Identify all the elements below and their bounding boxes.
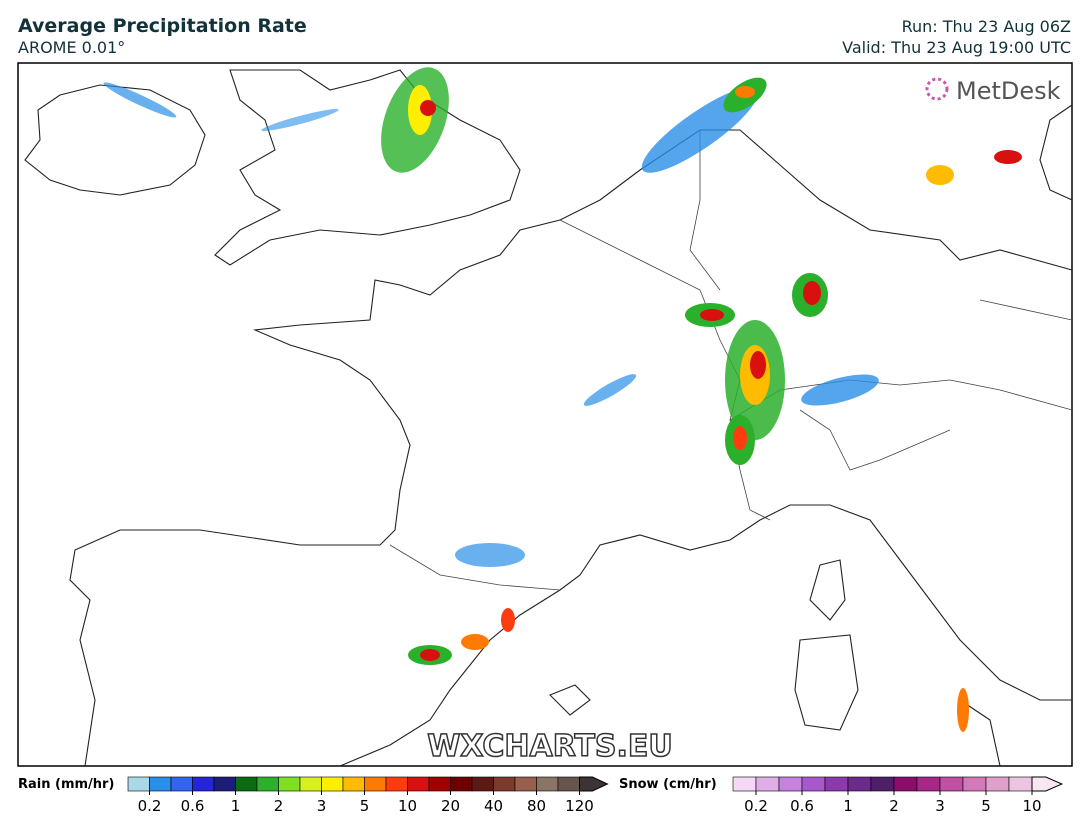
snow-tick-label: 10 — [1022, 797, 1041, 815]
snow-swatch — [847, 776, 872, 792]
rain-swatch — [278, 776, 301, 792]
coastlines — [24, 69, 1073, 767]
snow-swatch — [824, 776, 849, 792]
rain-swatch — [514, 776, 537, 792]
rain-swatch — [407, 776, 430, 792]
rain-swatch — [385, 776, 408, 792]
rain-swatch — [170, 776, 193, 792]
snow-swatch — [985, 776, 1010, 792]
rain-legend-title: Rain (mm/hr) — [18, 777, 114, 792]
snow-swatch — [870, 776, 895, 792]
valid-time: Valid: Thu 23 Aug 19:00 UTC — [842, 38, 1071, 57]
snow-swatch — [939, 776, 964, 792]
precipitation — [103, 67, 1022, 732]
rain-tick-label: 3 — [317, 797, 327, 815]
rain-swatch — [192, 776, 215, 792]
rain-swatch — [321, 776, 344, 792]
rain-tick-label: 2 — [274, 797, 284, 815]
rain-swatch — [235, 776, 258, 792]
rain-swatch — [299, 776, 322, 792]
rain-swatch — [493, 776, 516, 792]
snow-swatch — [1008, 776, 1033, 792]
rain-swatch — [213, 776, 236, 792]
run-time: Run: Thu 23 Aug 06Z — [902, 17, 1071, 36]
snow-tick-label: 3 — [935, 797, 945, 815]
watermark: WXCHARTS.EU — [427, 729, 673, 764]
rain-swatch — [149, 776, 172, 792]
snow-swatch — [1031, 776, 1064, 792]
snow-swatch — [893, 776, 918, 792]
subtitle: AROME 0.01° — [18, 38, 125, 57]
rain-tick-label: 80 — [527, 797, 546, 815]
rain-tick-label: 0.2 — [138, 797, 162, 815]
rain-tick-label: 40 — [484, 797, 503, 815]
rain-swatch — [127, 776, 150, 792]
title: Average Precipitation Rate — [18, 15, 307, 37]
rain-swatch — [450, 776, 473, 792]
logo-text: MetDesk — [956, 77, 1061, 105]
rain-swatch — [364, 776, 387, 792]
legend: Rain (mm/hr) Snow (cm/hr) 0.2 0.6 1 2 3 5 10 20… — [18, 776, 1064, 815]
snow-tick-label: 0.2 — [744, 797, 768, 815]
snow-legend-title: Snow (cm/hr) — [619, 777, 717, 792]
map-frame — [17, 62, 1073, 767]
snow-swatch — [732, 776, 757, 792]
rain-swatch — [536, 776, 559, 792]
rain-tick-label: 1 — [231, 797, 241, 815]
snow-tick-label: 0.6 — [790, 797, 814, 815]
rain-swatch — [342, 776, 365, 792]
rain-swatch — [428, 776, 451, 792]
snow-tick-label: 2 — [889, 797, 899, 815]
snow-swatch — [778, 776, 803, 792]
rain-swatch — [256, 776, 279, 792]
rain-swatch — [579, 776, 609, 792]
snow-swatch — [962, 776, 987, 792]
map: MetDesk WXCHARTS.EU — [17, 62, 1073, 767]
rain-tick-label: 5 — [360, 797, 370, 815]
snow-tick-label: 5 — [981, 797, 991, 815]
snow-swatch — [755, 776, 780, 792]
rain-tick-label: 20 — [441, 797, 460, 815]
logo: MetDesk — [925, 77, 1061, 105]
snow-swatch — [801, 776, 826, 792]
rain-swatch — [471, 776, 494, 792]
rain-swatch — [557, 776, 580, 792]
snow-tick-label: 1 — [843, 797, 853, 815]
snow-swatch — [916, 776, 941, 792]
rain-tick-label: 120 — [565, 797, 594, 815]
rain-tick-label: 10 — [398, 797, 417, 815]
rain-tick-label: 0.6 — [181, 797, 205, 815]
